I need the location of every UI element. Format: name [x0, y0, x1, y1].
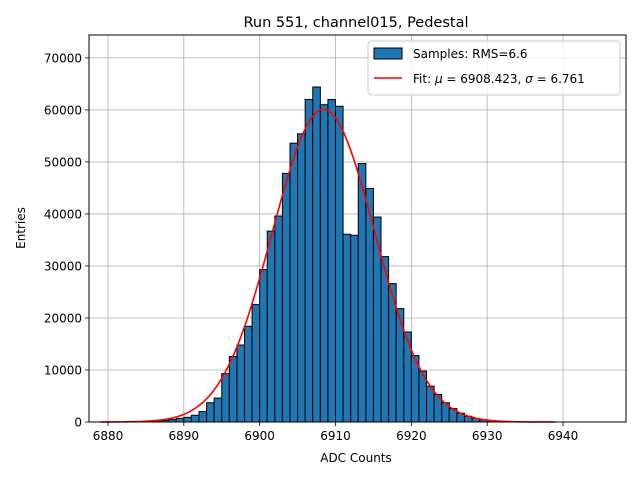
legend-mu-value: = 6908.423,	[443, 72, 526, 86]
legend-fit-label: Fit: μ = 6908.423, σ = 6.761	[413, 72, 585, 86]
y-tick-label: 20000	[44, 311, 82, 325]
x-axis-ticks: 6880 6890 6900 6910 6920 6930 6940	[93, 422, 579, 443]
histogram-bar	[304, 99, 314, 423]
histogram-bar	[236, 344, 245, 423]
y-tick-label: 50000	[44, 155, 82, 169]
legend-sigma-symbol: σ	[525, 72, 533, 86]
histogram-bar	[274, 215, 283, 423]
plot-area-frame	[88, 34, 627, 423]
histogram-bar	[213, 397, 223, 423]
y-tick-label: 10000	[44, 363, 82, 377]
x-tick-label: 6890	[169, 429, 200, 443]
histogram-bar	[426, 385, 435, 423]
y-tick-label: 60000	[44, 103, 82, 117]
histogram-bar	[312, 86, 321, 423]
legend-mu-symbol: μ	[434, 72, 443, 86]
chart-title: Run 551, channel015, Pedestal	[243, 15, 468, 31]
histogram-bar	[281, 172, 291, 423]
histogram-bar	[198, 411, 208, 423]
histogram-bar	[297, 133, 306, 423]
x-tick-label: 6920	[396, 429, 427, 443]
histogram-bar	[228, 355, 238, 423]
histogram-bar	[251, 303, 261, 423]
histogram-bar	[266, 230, 276, 423]
y-tick-label: 0	[74, 416, 82, 430]
histogram-bar	[372, 216, 382, 423]
y-tick-label: 70000	[44, 51, 82, 65]
legend-sigma-value: = 6.761	[533, 72, 585, 86]
legend-box	[367, 40, 621, 96]
histogram-bar	[190, 414, 200, 423]
histogram-bar	[183, 416, 192, 423]
histogram-bar	[342, 233, 352, 423]
legend: Samples: RMS=6.6 Fit: μ = 6908.423, σ = …	[367, 40, 621, 96]
histogram-bar	[259, 269, 268, 423]
x-tick-label: 6930	[472, 429, 503, 443]
histogram-bar	[327, 99, 337, 423]
histogram-bar	[319, 104, 329, 423]
legend-samples-label: Samples: RMS=6.6	[413, 47, 528, 61]
histogram-bar	[380, 256, 390, 423]
histogram-bar	[289, 142, 299, 423]
histogram-bar	[206, 402, 215, 423]
x-tick-label: 6910	[320, 429, 351, 443]
histogram-bar	[175, 417, 185, 423]
histogram-bar	[221, 373, 230, 423]
x-tick-label: 6900	[244, 429, 275, 443]
histogram-bar	[243, 325, 253, 423]
y-axis-label: Entries	[14, 207, 28, 249]
histogram-bar	[357, 162, 367, 423]
x-axis-label: ADC Counts	[320, 451, 392, 465]
x-tick-label: 6880	[93, 429, 124, 443]
y-tick-label: 30000	[44, 259, 82, 273]
y-axis-ticks: 0 10000 20000 30000 40000 50000 60000 70000	[44, 51, 89, 430]
histogram-bar	[350, 234, 359, 423]
legend-bar-swatch	[373, 47, 403, 60]
gaussian-fit-line	[100, 108, 556, 423]
x-tick-label: 6940	[548, 429, 579, 443]
y-tick-label: 40000	[44, 207, 82, 221]
histogram-bar	[335, 105, 344, 423]
legend-fit-prefix: Fit:	[413, 72, 435, 86]
